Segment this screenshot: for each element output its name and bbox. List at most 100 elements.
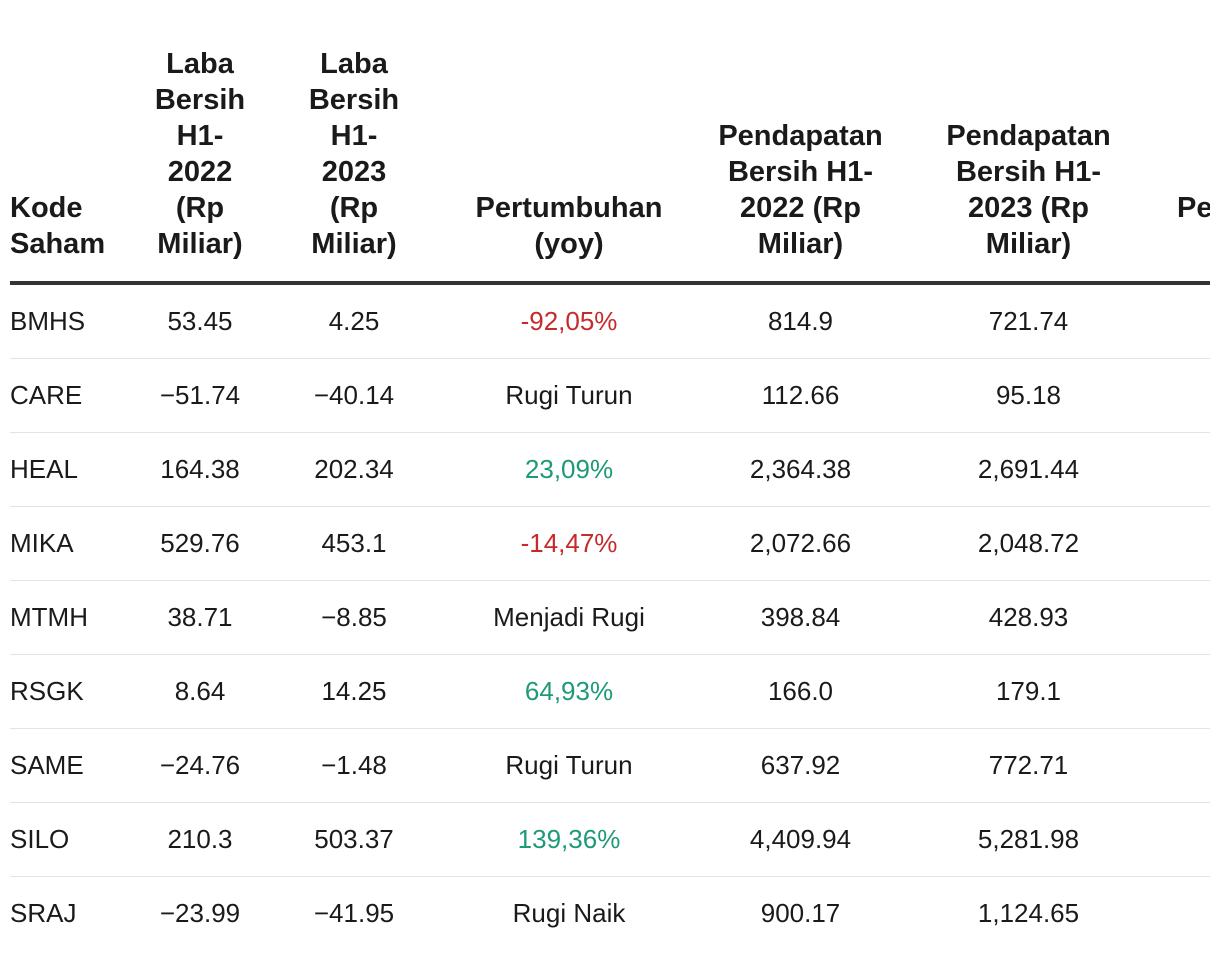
cell-laba-2023-value: −41.95 <box>313 898 395 928</box>
header-pendapatan-2023-label: Pendapatan Bersih H1- 2023 (Rp Miliar) <box>946 120 1111 260</box>
cell-pendapatan-2023-value: 1,124.65 <box>977 898 1080 928</box>
cell-laba-2022-value: −24.76 <box>159 750 241 780</box>
cell-pendapatan-2022-value: 637.92 <box>760 750 841 780</box>
cell-pertumbuhan-value: Rugi Turun <box>505 750 633 780</box>
cell-laba-2023: 4.25 <box>278 283 458 359</box>
cell-extra <box>1145 283 1210 359</box>
cell-pendapatan-2022: 637.92 <box>683 728 915 803</box>
cell-kode-value: MTMH <box>10 602 88 632</box>
cell-pertumbuhan: Rugi Turun <box>458 358 683 433</box>
cell-pendapatan-2023: 772.71 <box>915 728 1145 803</box>
header-laba-2022-label: Laba Bersih H1- 2022 (Rp Miliar) <box>154 48 246 260</box>
cell-pertumbuhan: 64,93% <box>458 654 683 729</box>
cell-kode-value: CARE <box>10 380 83 410</box>
cell-pendapatan-2022: 398.84 <box>683 580 915 655</box>
cell-pendapatan-2023: 5,281.98 <box>915 802 1145 877</box>
cell-pendapatan-2023: 95.18 <box>915 358 1145 433</box>
header-pendapatan-2023: Pendapatan Bersih H1- 2023 (Rp Miliar) <box>915 0 1145 285</box>
cell-extra <box>1145 728 1210 803</box>
cell-laba-2022-value: 164.38 <box>160 454 240 484</box>
cell-pendapatan-2023: 428.93 <box>915 580 1145 655</box>
cell-pendapatan-2022-value: 900.17 <box>760 898 841 928</box>
cell-laba-2023: −40.14 <box>278 358 458 433</box>
cell-kode-value: SAME <box>10 750 84 780</box>
table-row: MIKA 529.76 453.1 -14,47% 2,072.66 2,048.72 <box>10 506 1210 581</box>
cell-pendapatan-2023-value: 772.71 <box>988 750 1069 780</box>
header-pertumbuhan: Pertumbuhan (yoy) <box>458 0 683 285</box>
cell-pendapatan-2023: 721.74 <box>915 283 1145 359</box>
cell-extra <box>1145 580 1210 655</box>
cell-pendapatan-2023-value: 428.93 <box>988 602 1069 632</box>
cell-extra <box>1145 506 1210 581</box>
table-row: SRAJ −23.99 −41.95 Rugi Naik 900.17 1,124.65 <box>10 877 1210 951</box>
cell-pertumbuhan: Rugi Turun <box>458 728 683 803</box>
cell-kode: BMHS <box>10 283 150 359</box>
header-pendapatan-2022: Pendapatan Bersih H1- 2022 (Rp Miliar) <box>683 0 915 285</box>
cell-laba-2022: −23.99 <box>150 877 278 951</box>
cell-laba-2022-value: 38.71 <box>167 602 233 632</box>
cell-laba-2022: 38.71 <box>150 580 278 655</box>
cell-kode: SAME <box>10 728 150 803</box>
cell-laba-2023-value: −40.14 <box>313 380 395 410</box>
cell-pertumbuhan: -92,05% <box>458 283 683 359</box>
header-row: Kode Saham Laba Bersih H1- 2022 (Rp Mili… <box>10 0 1210 285</box>
cell-pendapatan-2022: 112.66 <box>683 358 915 433</box>
table-row: BMHS 53.45 4.25 -92,05% 814.9 721.74 <box>10 283 1210 359</box>
cell-extra <box>1145 432 1210 507</box>
cell-kode-value: HEAL <box>10 454 78 484</box>
cell-pertumbuhan: 139,36% <box>458 802 683 877</box>
cell-kode: MIKA <box>10 506 150 581</box>
cell-pendapatan-2022-value: 112.66 <box>761 380 840 410</box>
cell-kode-value: MIKA <box>10 528 74 558</box>
header-pertumbuhan-label: Pertumbuhan (yoy) <box>475 192 663 260</box>
stock-table: Kode Saham Laba Bersih H1- 2022 (Rp Mili… <box>10 0 1210 950</box>
header-laba-2023: Laba Bersih H1- 2023 (Rp Miliar) <box>278 0 458 285</box>
cell-pendapatan-2022: 4,409.94 <box>683 802 915 877</box>
cell-laba-2022: 164.38 <box>150 432 278 507</box>
cell-laba-2022-value: −51.74 <box>159 380 241 410</box>
cell-pendapatan-2023-value: 5,281.98 <box>977 824 1080 854</box>
cell-pendapatan-2022-value: 4,409.94 <box>749 824 852 854</box>
cell-pendapatan-2022-value: 2,072.66 <box>749 528 852 558</box>
cell-pendapatan-2022: 166.0 <box>683 654 915 729</box>
cell-laba-2022: −51.74 <box>150 358 278 433</box>
cell-laba-2022-value: −23.99 <box>159 898 241 928</box>
cell-laba-2023-value: 4.25 <box>328 306 380 336</box>
cell-laba-2023: −8.85 <box>278 580 458 655</box>
cell-pertumbuhan-value: 139,36% <box>517 824 621 854</box>
cell-pertumbuhan-value: -92,05% <box>520 306 618 336</box>
cell-pertumbuhan: Menjadi Rugi <box>458 580 683 655</box>
header-laba-2023-label: Laba Bersih H1- 2023 (Rp Miliar) <box>308 48 400 260</box>
cell-pendapatan-2022-value: 398.84 <box>760 602 841 632</box>
cell-pendapatan-2023-value: 179.1 <box>995 676 1062 706</box>
cell-laba-2022-value: 8.64 <box>174 676 226 706</box>
cell-laba-2023-value: 503.37 <box>314 824 394 854</box>
cell-laba-2022: 529.76 <box>150 506 278 581</box>
cell-kode: CARE <box>10 358 150 433</box>
cell-pendapatan-2022-value: 166.0 <box>767 676 834 706</box>
table-row: SILO 210.3 503.37 139,36% 4,409.94 5,281.98 <box>10 802 1210 877</box>
cell-kode-value: RSGK <box>10 676 84 706</box>
cell-laba-2023: 503.37 <box>278 802 458 877</box>
header-extra-label: Pe <box>1177 192 1210 224</box>
cell-pertumbuhan: -14,47% <box>458 506 683 581</box>
cell-pertumbuhan-value: Menjadi Rugi <box>493 602 645 632</box>
cell-laba-2023-value: 453.1 <box>321 528 387 558</box>
cell-pendapatan-2023: 179.1 <box>915 654 1145 729</box>
cell-pertumbuhan-value: Rugi Naik <box>512 898 626 928</box>
header-laba-2022: Laba Bersih H1- 2022 (Rp Miliar) <box>150 0 278 285</box>
cell-pendapatan-2022: 814.9 <box>683 283 915 359</box>
cell-pendapatan-2023-value: 721.74 <box>988 306 1069 336</box>
cell-pendapatan-2023-value: 95.18 <box>995 380 1062 410</box>
table-body: BMHS 53.45 4.25 -92,05% 814.9 721.74 CARE −51.7… <box>10 283 1210 950</box>
cell-pendapatan-2023: 2,048.72 <box>915 506 1145 581</box>
table-container: Kode Saham Laba Bersih H1- 2022 (Rp Mili… <box>10 0 1210 956</box>
cell-pertumbuhan: Rugi Naik <box>458 877 683 951</box>
cell-extra <box>1145 358 1210 433</box>
table-row: HEAL 164.38 202.34 23,09% 2,364.38 2,691.44 <box>10 432 1210 507</box>
header-kode-label: Kode Saham <box>10 192 106 260</box>
header-kode-saham: Kode Saham <box>10 0 150 285</box>
header-extra: Pe <box>1145 0 1210 285</box>
cell-pendapatan-2022-value: 2,364.38 <box>749 454 852 484</box>
cell-pendapatan-2023-value: 2,048.72 <box>977 528 1080 558</box>
